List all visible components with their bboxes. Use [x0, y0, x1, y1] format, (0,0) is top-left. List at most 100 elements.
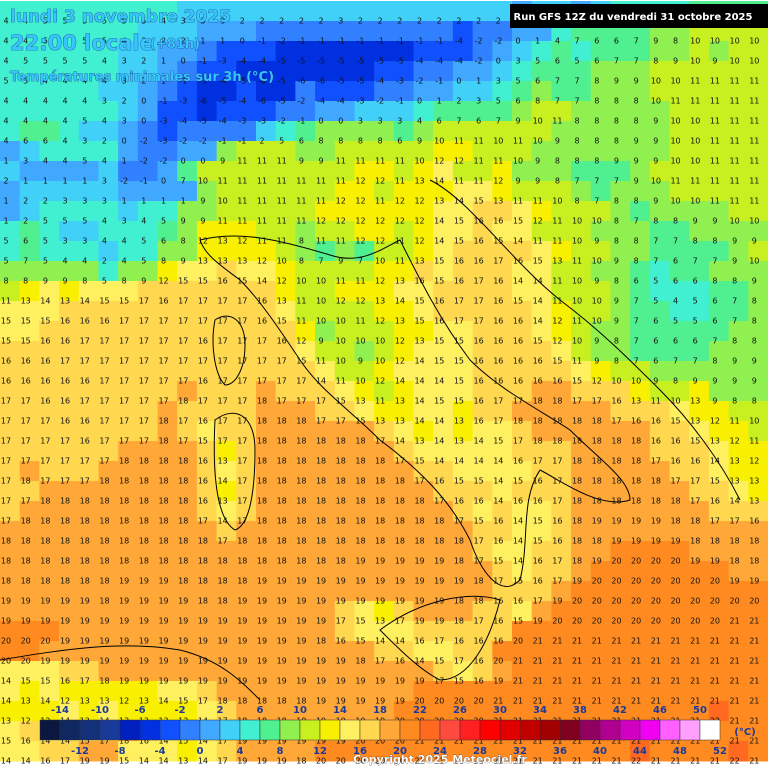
temp-cell: [256, 241, 277, 262]
temp-value: 8: [161, 257, 166, 266]
temp-value: 8: [614, 357, 619, 366]
temp-value: -4: [238, 97, 246, 106]
temp-cell: [630, 161, 651, 182]
temp-value: 12: [60, 697, 70, 706]
temp-cell: [649, 441, 671, 462]
temp-value: 16: [198, 457, 208, 466]
temp-cell: [118, 521, 139, 542]
temp-value: 21: [710, 677, 720, 686]
temp-value: -4: [337, 97, 345, 106]
temp-cell: [118, 101, 139, 122]
temp-cell: [295, 261, 316, 282]
temp-cell: [137, 1, 159, 22]
temp-value: 10: [414, 157, 424, 166]
temp-cell: [256, 61, 277, 82]
temp-cell: [492, 221, 513, 242]
temp-value: 8: [575, 117, 580, 126]
temp-cell: [354, 741, 375, 762]
temp-value: 1: [161, 77, 166, 86]
temp-cell: [118, 561, 139, 582]
temp-cell: [177, 301, 198, 322]
temp-cell: [98, 421, 119, 442]
temp-value: -4: [435, 57, 443, 66]
temp-value: 18: [592, 417, 602, 426]
temp-cell: [748, 221, 768, 242]
temp-value: 13: [414, 337, 424, 346]
temp-cell: [571, 161, 592, 182]
temp-value: 20: [651, 577, 661, 586]
temp-cell: [649, 61, 671, 82]
temp-value: 14: [493, 477, 503, 486]
temp-cell: [157, 221, 178, 242]
temp-value: 19: [277, 617, 287, 626]
temp-cell: [78, 221, 99, 242]
temp-value: 17: [552, 557, 562, 566]
temp-cell: [118, 741, 139, 762]
temp-cell: [512, 421, 533, 442]
temp-cell: [275, 101, 296, 122]
temp-cell: [256, 561, 277, 582]
legend-label: 20: [393, 746, 407, 757]
temp-value: 16: [60, 677, 70, 686]
temp-value: 19: [316, 737, 326, 746]
temp-cell: [551, 481, 572, 502]
legend-label: -2: [174, 705, 185, 716]
temp-value: 15: [296, 357, 306, 366]
temp-cell: [98, 41, 119, 62]
temp-cell: [590, 201, 611, 222]
temp-value: 21: [552, 657, 562, 666]
temp-value: 18: [651, 477, 661, 486]
legend-swatch: [659, 719, 681, 741]
temp-value: 16: [474, 677, 484, 686]
temp-value: 19: [237, 617, 247, 626]
temp-value: 21: [749, 677, 759, 686]
temp-cell: [728, 361, 749, 382]
temp-value: 19: [60, 657, 70, 666]
temp-value: 8: [358, 137, 363, 146]
temp-value: 16: [513, 497, 523, 506]
temp-value: 19: [749, 577, 759, 586]
temp-cell: [334, 341, 355, 362]
temp-value: 7: [732, 297, 737, 306]
temp-value: 12: [198, 237, 208, 246]
temp-value: 7: [575, 77, 580, 86]
temp-value: 19: [158, 617, 168, 626]
temp-value: 18: [355, 457, 365, 466]
temp-cell: [452, 501, 474, 522]
temp-value: 3: [82, 237, 87, 246]
temp-cell: [295, 401, 316, 422]
temp-cell: [39, 441, 60, 462]
temp-value: 10: [611, 377, 621, 386]
temp-value: 9: [712, 217, 717, 226]
temp-value: 11: [277, 197, 287, 206]
temp-cell: [649, 281, 671, 302]
temp-value: 4: [3, 137, 8, 146]
temp-cell: [0, 701, 21, 722]
temp-value: 7: [693, 357, 698, 366]
temp-cell: [472, 421, 493, 442]
legend-swatch: [399, 719, 421, 741]
temp-cell: [118, 461, 139, 482]
temp-value: 18: [611, 457, 621, 466]
temp-value: 9: [338, 257, 343, 266]
temp-cell: [413, 521, 434, 542]
temp-cell: [669, 261, 690, 282]
temp-value: 19: [99, 657, 109, 666]
temp-cell: [78, 361, 99, 382]
temp-cell: [571, 581, 592, 602]
temp-value: 16: [513, 317, 523, 326]
temp-value: 18: [257, 537, 267, 546]
temp-value: 12: [375, 217, 385, 226]
temp-cell: [649, 181, 671, 202]
temp-cell: [19, 461, 40, 482]
temp-value: 18: [158, 517, 168, 526]
temp-value: 16: [533, 577, 543, 586]
temp-cell: [413, 1, 434, 22]
temp-cell: [295, 621, 316, 642]
temp-cell: [256, 521, 277, 542]
temp-value: 21: [414, 757, 424, 766]
temp-cell: [157, 461, 178, 482]
temp-value: 18: [454, 557, 464, 566]
temp-value: 7: [496, 117, 501, 126]
temp-value: 18: [158, 557, 168, 566]
